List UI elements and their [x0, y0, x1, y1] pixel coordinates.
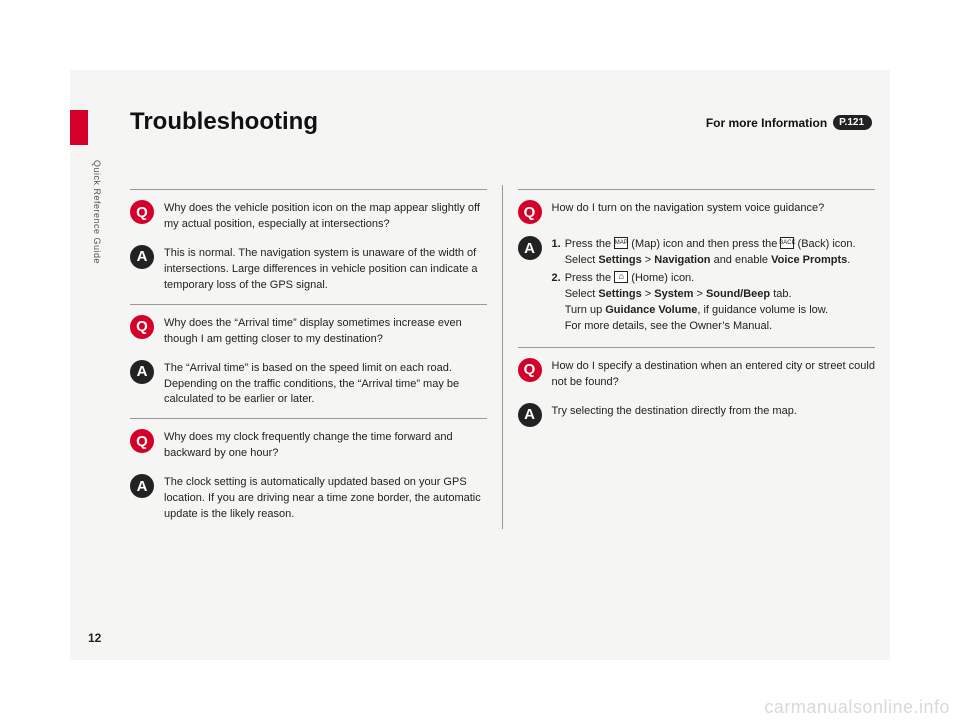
answer-text: Try selecting the destination directly f… — [552, 403, 876, 420]
q-icon: Q — [130, 200, 154, 224]
page-number: 12 — [88, 631, 101, 645]
more-info-badge: P.121 — [833, 115, 872, 130]
qa-question: Q Why does the “Arrival time” display so… — [130, 309, 487, 354]
question-text: How do I turn on the navigation system v… — [552, 200, 876, 217]
content-columns: Q Why does the vehicle position icon on … — [130, 185, 875, 529]
qa-question: Q How do I turn on the navigation system… — [518, 194, 876, 230]
right-column: Q How do I turn on the navigation system… — [503, 185, 876, 529]
a-icon: A — [518, 236, 542, 260]
qa-answer: A The “Arrival time” is based on the spe… — [130, 354, 487, 415]
a-icon: A — [130, 474, 154, 498]
left-column: Q Why does the vehicle position icon on … — [130, 185, 503, 529]
step-number: 1. — [552, 237, 561, 269]
q-icon: Q — [518, 358, 542, 382]
watermark: carmanualsonline.info — [764, 697, 950, 718]
qa-answer: A Try selecting the destination directly… — [518, 397, 876, 433]
home-icon — [614, 271, 628, 283]
answer-text: The clock setting is automatically updat… — [164, 474, 487, 523]
side-label: Quick Reference Guide — [92, 160, 102, 264]
answer-text: The “Arrival time” is based on the speed… — [164, 360, 487, 409]
step-body: Press the MAP (Map) icon and then press … — [565, 237, 875, 269]
qa-question: Q How do I specify a destination when an… — [518, 352, 876, 397]
qa-question: Q Why does the vehicle position icon on … — [130, 194, 487, 239]
manual-page: Quick Reference Guide Troubleshooting Fo… — [70, 70, 890, 660]
step-body: Press the (Home) icon. Select Settings >… — [565, 271, 875, 335]
section-tab — [70, 110, 88, 145]
question-text: Why does my clock frequently change the … — [164, 429, 487, 462]
qa-answer: A The clock setting is automatically upd… — [130, 468, 487, 529]
qa-answer: A 1. Press the MAP (Map) icon and then p… — [518, 230, 876, 343]
more-info: For more Information P.121 — [706, 115, 872, 130]
q-icon: Q — [130, 315, 154, 339]
step-number: 2. — [552, 271, 561, 335]
question-text: How do I specify a destination when an e… — [552, 358, 876, 391]
answer-text: This is normal. The navigation system is… — [164, 245, 487, 294]
page-title: Troubleshooting — [130, 108, 318, 136]
answer-steps: 1. Press the MAP (Map) icon and then pre… — [552, 236, 876, 337]
q-icon: Q — [130, 429, 154, 453]
back-icon: BACK — [780, 237, 794, 249]
question-text: Why does the “Arrival time” display some… — [164, 315, 487, 348]
a-icon: A — [130, 245, 154, 269]
a-icon: A — [130, 360, 154, 384]
map-icon: MAP — [614, 237, 628, 249]
qa-answer: A This is normal. The navigation system … — [130, 239, 487, 300]
a-icon: A — [518, 403, 542, 427]
question-text: Why does the vehicle position icon on th… — [164, 200, 487, 233]
more-info-label: For more Information — [706, 116, 827, 130]
q-icon: Q — [518, 200, 542, 224]
qa-question: Q Why does my clock frequently change th… — [130, 423, 487, 468]
